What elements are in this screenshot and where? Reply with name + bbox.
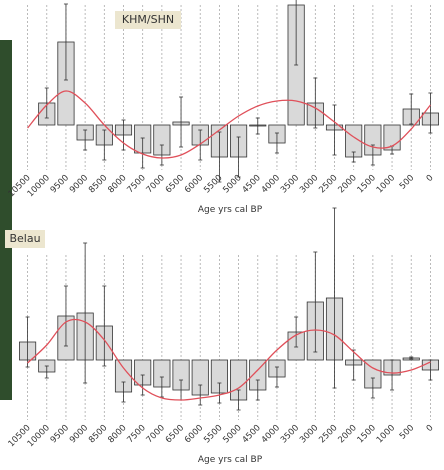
x-tick-label: 9500 xyxy=(49,423,71,445)
x-tick-label: 10000 xyxy=(26,423,52,449)
title-box xyxy=(115,11,181,29)
x-axis-label: Age yrs cal BP xyxy=(198,455,263,465)
x-tick-label: 500 xyxy=(398,173,417,192)
x-tick-label: 5000 xyxy=(221,423,243,445)
x-tick-label: 4500 xyxy=(241,423,263,445)
x-tick-label: 2000 xyxy=(336,173,358,195)
panel-title: Belau xyxy=(9,232,40,245)
x-tick-label: 3500 xyxy=(279,173,301,195)
x-tick-label: 2500 xyxy=(317,173,339,195)
x-tick-label: 6500 xyxy=(164,173,186,195)
x-tick-label: 4000 xyxy=(260,423,282,445)
panel-title: KHM/SHN xyxy=(122,13,174,26)
x-tick-label: 4000 xyxy=(260,173,282,195)
x-tick-label: 0 xyxy=(425,423,436,434)
x-tick-label: 7000 xyxy=(145,423,167,445)
x-tick-label: 0 xyxy=(425,173,436,184)
photo-edge xyxy=(0,40,12,400)
x-tick-label: 1500 xyxy=(356,173,378,195)
x-tick-label: 6000 xyxy=(183,173,205,195)
x-tick-label: 9000 xyxy=(68,173,90,195)
trend-curve xyxy=(27,90,431,159)
x-tick-label: 5500 xyxy=(202,423,224,445)
x-tick-label: 3500 xyxy=(279,423,301,445)
x-tick-label: 8500 xyxy=(87,173,109,195)
x-tick-label: 500 xyxy=(398,423,417,442)
x-tick-label: 7500 xyxy=(125,423,147,445)
x-tick-label: 2500 xyxy=(317,423,339,445)
trend-curve xyxy=(27,318,431,401)
x-tick-label: 7500 xyxy=(125,173,147,195)
x-tick-label: 2000 xyxy=(336,423,358,445)
x-tick-label: 1000 xyxy=(375,423,397,445)
x-tick-label: 3000 xyxy=(298,173,320,195)
x-tick-label: 6000 xyxy=(183,423,205,445)
title-box xyxy=(5,230,45,248)
x-tick-label: 5000 xyxy=(221,173,243,195)
x-tick-label: 9000 xyxy=(68,423,90,445)
x-tick-label: 4500 xyxy=(241,173,263,195)
x-tick-label: 10000 xyxy=(26,173,52,199)
x-tick-label: 6500 xyxy=(164,423,186,445)
x-tick-label: 3000 xyxy=(298,423,320,445)
x-tick-label: 5500 xyxy=(202,173,224,195)
x-tick-label: 1500 xyxy=(356,423,378,445)
x-tick-label: 9500 xyxy=(49,173,71,195)
x-tick-label: 8000 xyxy=(106,173,128,195)
x-tick-label: 8000 xyxy=(106,423,128,445)
x-tick-label: 1000 xyxy=(375,173,397,195)
x-tick-label: 7000 xyxy=(145,173,167,195)
x-tick-label: 8500 xyxy=(87,423,109,445)
x-axis-label: Age yrs cal BP xyxy=(198,205,263,215)
